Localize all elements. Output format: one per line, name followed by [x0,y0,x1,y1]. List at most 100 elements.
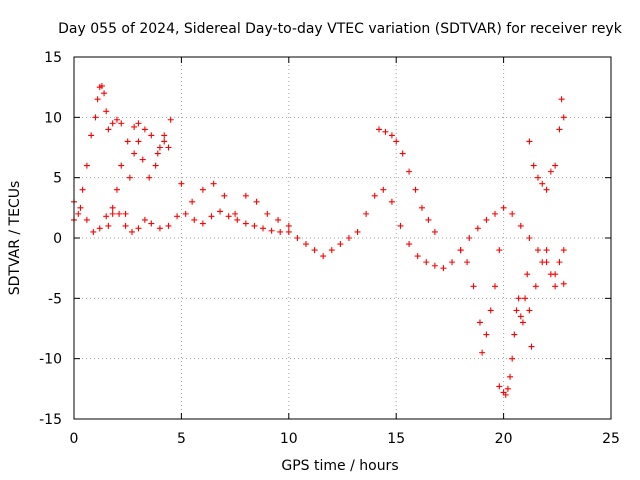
data-point [509,210,516,217]
data-point [253,198,260,205]
data-point [275,216,282,223]
data-point [161,132,168,139]
data-point [118,162,125,169]
data-point [90,228,97,235]
data-point [92,114,99,121]
data-point [113,116,120,123]
data-point [242,220,249,227]
data-point [234,216,241,223]
data-point [376,126,383,133]
series-arc-3 [105,116,174,229]
data-point [105,126,112,133]
data-point [534,174,541,181]
series-arc-6 [376,126,438,235]
series-arc-2 [71,82,125,223]
data-point [532,283,539,290]
data-point [363,210,370,217]
y-tick-label: -15 [39,412,62,428]
data-point [464,259,471,266]
data-point [199,220,206,227]
data-point [210,180,217,187]
chart-title: Day 055 of 2024, Sidereal Day-to-day VTE… [58,21,623,37]
data-point [131,123,138,130]
data-point [528,343,535,350]
data-point [414,253,421,260]
series-arc-4 [122,138,172,217]
data-point [178,180,185,187]
x-tick-label: 25 [602,431,620,447]
data-point [242,192,249,199]
data-point [388,132,395,139]
data-point [77,204,84,211]
series-arc-5 [178,180,292,229]
data-point [94,96,101,103]
data-point [116,210,123,217]
data-point [311,247,318,254]
data-point [118,120,125,127]
data-point [519,319,526,326]
data-point [165,144,172,151]
data-point [412,186,419,193]
data-point [109,120,116,127]
data-point [474,225,481,232]
data-point [500,204,507,211]
data-point [345,235,352,241]
data-point [268,227,275,234]
data-point [517,313,524,320]
data-point [260,225,267,232]
data-point [148,132,155,139]
data-point [161,138,168,145]
data-point [423,259,430,266]
data-point [522,295,529,302]
data-point [492,283,499,290]
data-point [502,391,509,398]
data-point [79,186,86,193]
data-point [225,213,232,220]
data-point [189,198,196,205]
data-point [406,168,413,175]
data-point [425,216,432,223]
y-axis-label: SDTVAR / TECUs [7,181,23,296]
axis-ticks [73,56,612,420]
series-arc-8 [496,271,535,398]
data-point [507,373,514,380]
data-point [141,126,148,133]
data-point [556,126,563,133]
data-point [251,222,258,229]
series-arc-7 [457,247,503,356]
data-point [101,90,108,97]
data-point [539,259,546,266]
data-point [328,247,335,254]
data-point [393,138,400,145]
data-point [466,235,473,241]
data-point [103,108,110,115]
data-point [560,280,567,287]
data-point [103,213,110,220]
y-tick-label: -10 [39,352,62,368]
data-point [457,247,464,254]
data-point [294,235,301,241]
data-point [406,241,413,248]
data-point [382,128,389,135]
data-point [285,228,292,235]
data-point [526,138,533,145]
x-tick-label: 20 [495,431,513,447]
data-point [539,180,546,187]
data-point [232,210,239,217]
data-point [526,307,533,314]
data-point [556,259,563,266]
data-point [139,156,146,163]
data-point [496,247,503,254]
y-tick-label: 15 [44,50,62,66]
data-point [470,283,477,290]
x-tick-label: 10 [280,431,298,447]
data-point [302,241,309,248]
data-point [122,222,129,229]
x-tick-label: 15 [387,431,405,447]
data-point [354,228,361,235]
data-point [483,216,490,223]
data-point [418,204,425,211]
data-point [221,192,228,199]
data-point [264,210,271,217]
data-point [182,210,189,217]
